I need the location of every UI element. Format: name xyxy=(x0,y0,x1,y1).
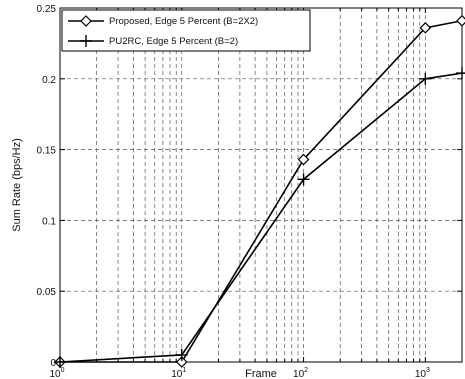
x-axis-label: Frame xyxy=(245,368,277,379)
legend-plus-marker xyxy=(80,35,92,47)
data-point-plus xyxy=(54,356,66,368)
data-point-plus xyxy=(175,348,188,361)
grid xyxy=(59,8,463,362)
y-axis-label: Sum Rate (bps/Hz) xyxy=(11,138,23,232)
legend-label-pu2rc: PU2RC, Edge 5 Percent (B=2) xyxy=(109,36,238,47)
legend-box xyxy=(61,9,311,52)
x-tick-label: 101 xyxy=(171,367,186,379)
data-point-diamond xyxy=(175,356,188,368)
x-tick-label: 100 xyxy=(49,367,64,379)
series-line-proposed xyxy=(60,19,463,363)
series-lines xyxy=(54,14,465,368)
y-tick-label: 0.25 xyxy=(37,4,57,15)
data-point-plus xyxy=(456,67,465,80)
legend-label-proposed: Proposed, Edge 5 Percent (B=2X2) xyxy=(109,16,258,27)
data-point-diamond xyxy=(419,21,432,34)
axis-ticks: 0 0.05 0.1 0.15 0.2 0.25 100 101 102 103 xyxy=(37,4,463,379)
plot-area xyxy=(59,7,463,363)
data-point-diamond xyxy=(297,153,310,166)
y-tick-label: 0 xyxy=(50,358,56,369)
x-tick-label: 102 xyxy=(293,367,308,379)
data-point-diamond xyxy=(456,14,465,27)
y-tick-label: 0.2 xyxy=(42,75,56,86)
y-tick-label: 0.15 xyxy=(37,146,57,157)
y-tick-label: 0.05 xyxy=(37,287,57,298)
series-line-pu2rc xyxy=(59,72,463,363)
legend: Proposed, Edge 5 Percent (B=2X2) PU2RC, … xyxy=(61,9,311,52)
data-point-plus xyxy=(297,173,310,186)
x-tick-label: 103 xyxy=(415,367,430,379)
data-point-plus xyxy=(419,72,432,85)
legend-diamond-marker xyxy=(80,15,92,27)
y-tick-label: 0.1 xyxy=(42,216,56,227)
